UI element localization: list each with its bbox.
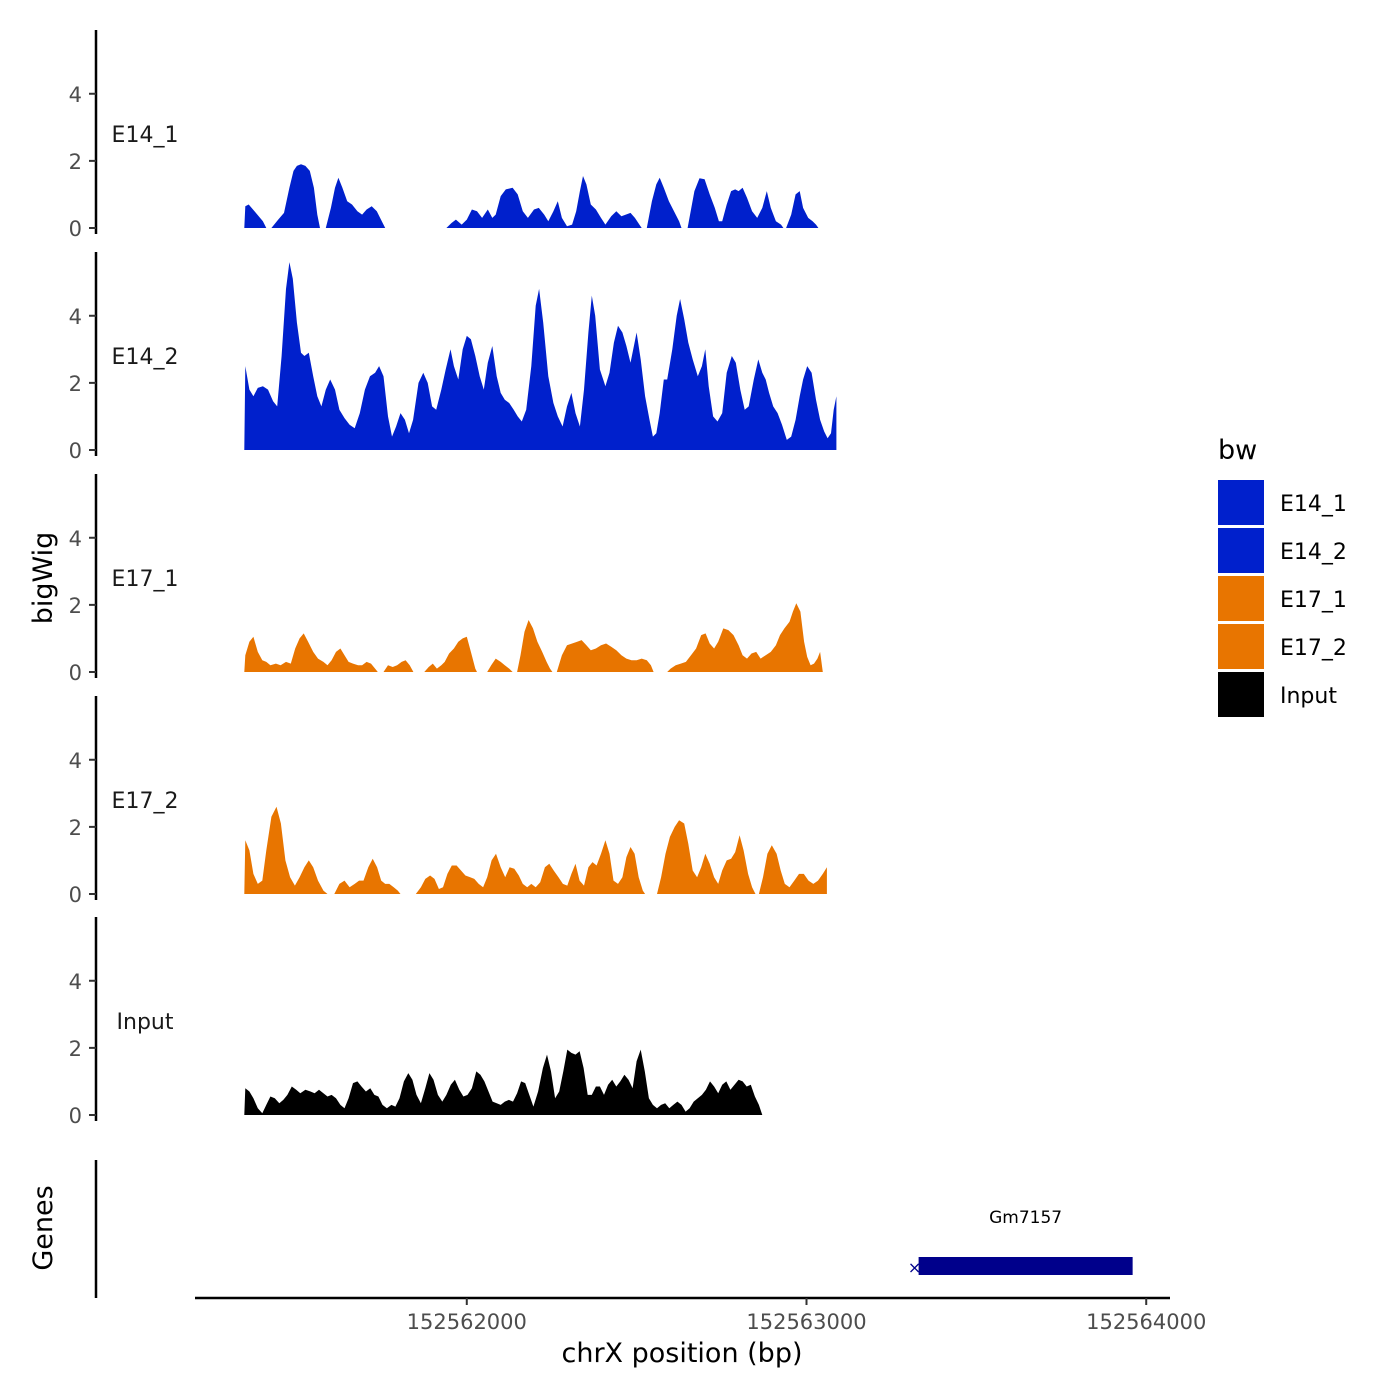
legend-label: E14_1	[1280, 492, 1347, 517]
track-label: E14_1	[112, 123, 179, 148]
y-tick-label: 4	[69, 527, 82, 551]
track-E14_1: 0 2 4 E14_1	[69, 30, 819, 241]
y-tick-label: 0	[69, 883, 82, 907]
legend-label: E14_2	[1280, 540, 1347, 565]
x-tick-label: 152562000	[407, 1310, 527, 1334]
y-tick-label: 2	[69, 150, 82, 174]
y-tick-label: 2	[69, 594, 82, 618]
track-Input: 0 2 4 Input	[69, 917, 763, 1128]
legend-label: E17_1	[1280, 588, 1347, 613]
genes-track-label: Genes	[28, 1185, 59, 1270]
legend-item-Input: Input	[1218, 672, 1337, 717]
coverage-area-E17_2	[244, 806, 827, 894]
genes-panel: × Gm7157	[94, 1160, 1133, 1298]
legend-title: bw	[1218, 435, 1257, 466]
legend-swatch	[1218, 672, 1264, 717]
legend-swatch	[1218, 528, 1264, 573]
y-tick-label: 0	[69, 1104, 82, 1128]
legend-item-E14_2: E14_2	[1218, 528, 1347, 573]
y-tick-label: 4	[69, 305, 82, 329]
legend-item-E14_1: E14_1	[1218, 480, 1347, 525]
gene-label: Gm7157	[989, 1208, 1062, 1228]
x-tick-label: 152564000	[1086, 1310, 1206, 1334]
y-tick-label: 0	[69, 661, 82, 685]
coverage-area-Input	[244, 1049, 763, 1115]
y-tick-label: 2	[69, 1037, 82, 1061]
track-label: E14_2	[112, 345, 179, 370]
coverage-area-E14_1	[244, 164, 819, 228]
track-E17_1: 0 2 4 E17_1	[69, 474, 823, 685]
coverage-area-E14_2	[244, 262, 837, 450]
coverage-area-E17_1	[244, 603, 823, 672]
genes-axis-title: Genes	[28, 1185, 59, 1270]
y-tick-label: 2	[69, 372, 82, 396]
legend: bw E14_1 E14_2 E17_1 E17_2 Input	[1218, 435, 1347, 717]
track-label: Input	[117, 1010, 174, 1035]
track-label: E17_2	[112, 789, 179, 814]
legend-swatch	[1218, 480, 1264, 525]
x-axis: chrX position (bp) 152562000 152563000 152…	[195, 1296, 1206, 1369]
y-axis-title: bigWig	[28, 532, 59, 625]
gene-body	[918, 1257, 1133, 1275]
gene-Gm7157: × Gm7157	[908, 1208, 1133, 1277]
strand-marker-icon: ×	[908, 1258, 921, 1277]
y-axis-label: bigWig	[28, 532, 59, 625]
track-E14_2: 0 2 4 E14_2	[69, 252, 837, 463]
track-E17_2: 0 2 4 E17_2	[69, 696, 827, 907]
legend-label: Input	[1280, 684, 1337, 709]
y-tick-label: 4	[69, 749, 82, 773]
legend-label: E17_2	[1280, 636, 1347, 661]
legend-item-E17_1: E17_1	[1218, 576, 1347, 621]
y-tick-label: 4	[69, 970, 82, 994]
y-tick-label: 4	[69, 83, 82, 107]
track-label: E17_1	[112, 567, 179, 592]
x-tick-label: 152563000	[746, 1310, 866, 1334]
legend-swatch	[1218, 576, 1264, 621]
coverage-tracks: 0 2 4 E14_1 0 2 4 E14_2 0 2 4 E17_1 0 2 4 E17_2 0 2 4 Input	[69, 30, 837, 1128]
y-tick-label: 2	[69, 816, 82, 840]
legend-swatch	[1218, 624, 1264, 669]
y-tick-label: 0	[69, 217, 82, 241]
legend-item-E17_2: E17_2	[1218, 624, 1347, 669]
y-tick-label: 0	[69, 439, 82, 463]
x-axis-label: chrX position (bp)	[561, 1338, 802, 1369]
